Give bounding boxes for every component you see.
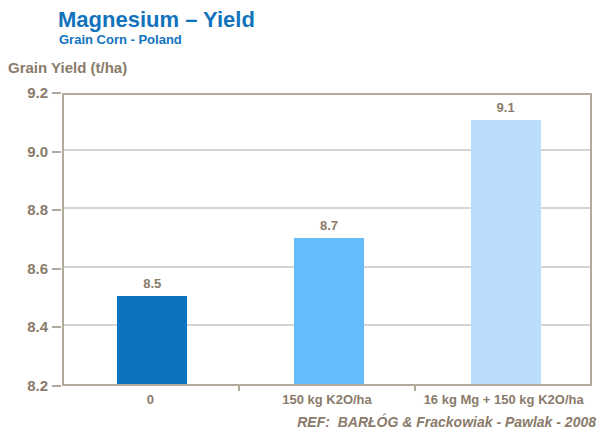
y-tick-label: 9.0 — [0, 143, 48, 160]
y-tick-mark — [52, 151, 61, 153]
bar-value-label: 8.7 — [294, 218, 364, 233]
bar-value-label: 8.5 — [117, 276, 187, 291]
chart-canvas: Magnesium – Yield Grain Corn - Poland Gr… — [0, 0, 600, 443]
plot-area: 8.5 8.7 9.1 — [62, 93, 592, 386]
y-tick-label: 8.4 — [0, 318, 48, 335]
reference-text: REF: BARŁÓG & Frackowiak - Pawlak - 2008 — [297, 414, 596, 430]
bar — [117, 296, 187, 384]
y-tick-mark — [52, 385, 61, 387]
y-tick-label: 8.8 — [0, 201, 48, 218]
y-tick-mark — [52, 326, 61, 328]
x-tick-mark — [238, 386, 240, 391]
y-tick-label: 9.2 — [0, 84, 48, 101]
chart-title: Magnesium – Yield — [58, 7, 255, 33]
y-tick-mark — [52, 92, 61, 94]
y-axis-title: Grain Yield (t/ha) — [8, 59, 127, 76]
bar-value-label: 9.1 — [471, 100, 541, 115]
y-tick-mark — [52, 209, 61, 211]
x-category-label: 16 kg Mg + 150 kg K2O/ha — [384, 392, 600, 407]
y-tick-mark — [52, 268, 61, 270]
chart-subtitle: Grain Corn - Poland — [59, 32, 182, 47]
bar — [294, 238, 364, 385]
x-tick-mark — [414, 386, 416, 391]
bar — [471, 120, 541, 384]
y-tick-label: 8.6 — [0, 260, 48, 277]
